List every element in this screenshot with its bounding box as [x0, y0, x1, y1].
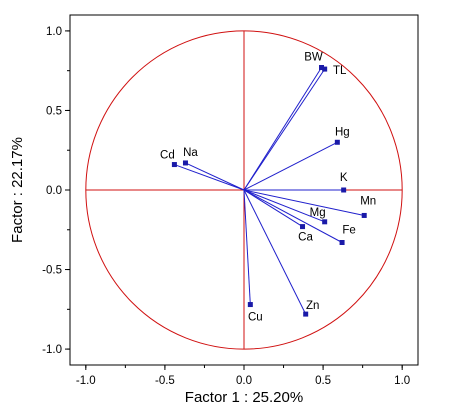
loading-point-na	[182, 160, 188, 166]
variable-label-k: K	[340, 172, 348, 184]
loading-point-bw	[319, 65, 325, 70]
x-axis-title: Factor 1 : 25.20%	[185, 389, 303, 406]
variable-label-fe: Fe	[342, 225, 355, 237]
loading-vector-zn	[243, 189, 307, 315]
x-tick-label: -1.0	[76, 375, 96, 387]
variable-label-na: Na	[183, 147, 198, 159]
y-tick-label: 0.0	[46, 185, 62, 197]
variable-label-cu: Cu	[248, 312, 263, 324]
loading-point-tl	[322, 66, 328, 72]
variable-label-bw: BW	[304, 52, 323, 64]
y-tick-label: -0.5	[42, 265, 62, 277]
loading-vector-ca	[243, 189, 303, 228]
y-axis-title: Factor : 22.17%	[9, 137, 26, 243]
loading-vector-cd	[174, 164, 245, 191]
variable-labels-layer: BW TL Hg K Mn Mg Ca Fe Zn Cu Cd Na	[160, 52, 376, 324]
loading-vector-mg	[243, 189, 325, 223]
y-tick-label: 0.5	[46, 105, 62, 117]
loading-point-ca	[300, 224, 306, 230]
y-tick-label: 1.0	[46, 26, 62, 38]
x-tick-label: -0.5	[155, 375, 175, 387]
loading-point-cu	[247, 302, 253, 308]
variable-label-ca: Ca	[298, 232, 313, 244]
variable-label-tl: TL	[333, 65, 347, 77]
loading-vector-mn	[243, 189, 365, 216]
loading-point-cd	[171, 162, 177, 168]
y-axis-ticks: -1.0 -0.5 0.0 0.5 1.0	[42, 26, 70, 356]
loading-point-mg	[322, 219, 328, 225]
y-tick-label: -1.0	[42, 344, 62, 356]
variable-label-cd: Cd	[160, 150, 175, 162]
loading-point-mn	[361, 212, 367, 218]
loading-point-fe	[339, 240, 345, 245]
loading-point-hg	[334, 139, 340, 145]
variable-label-hg: Hg	[335, 126, 350, 138]
x-axis-ticks: -1.0 -0.5 0.0 0.5 1.0	[76, 365, 410, 387]
x-tick-label: 0.0	[236, 375, 252, 387]
loading-vectors-layer	[174, 67, 365, 315]
loading-point-zn	[303, 311, 309, 317]
loading-vector-na	[185, 162, 245, 191]
loading-vector-fe	[243, 189, 343, 243]
loading-vector-tl	[243, 68, 326, 191]
loading-vector-bw	[243, 67, 322, 191]
x-tick-label: 1.0	[394, 375, 410, 387]
loading-vector-hg	[243, 141, 338, 191]
x-tick-label: 0.5	[315, 375, 331, 387]
variable-label-mn: Mn	[360, 195, 376, 207]
loading-point-k	[341, 187, 347, 193]
variable-label-mg: Mg	[310, 207, 326, 219]
loading-vector-cu	[243, 189, 251, 305]
loading-points-layer	[171, 65, 367, 317]
variable-label-zn: Zn	[306, 300, 319, 312]
